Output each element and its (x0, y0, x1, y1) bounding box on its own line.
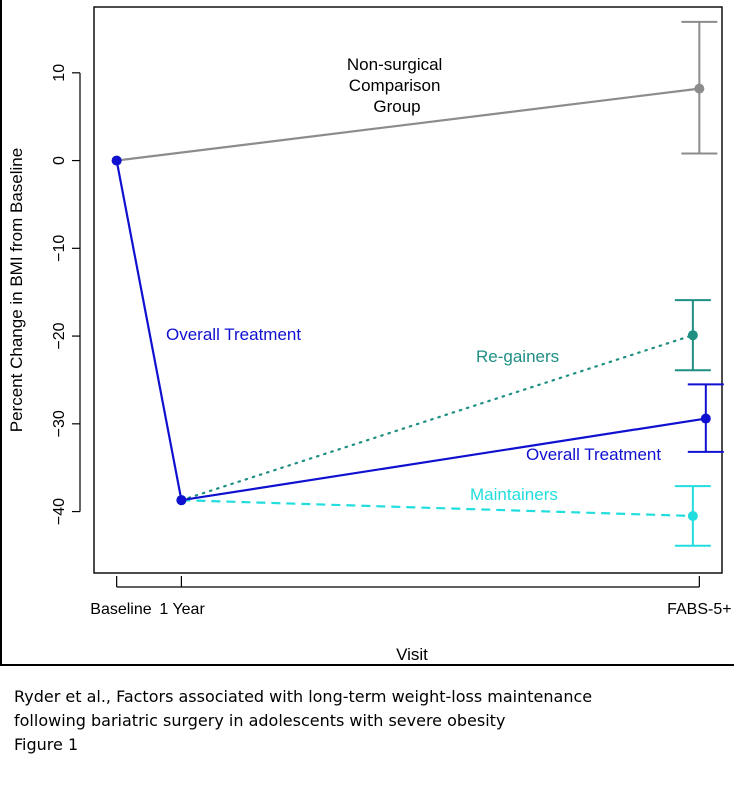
point-1-1 (176, 495, 187, 506)
series-line-3 (181, 499, 693, 518)
x-axis: Baseline 1 Year FABS-5+ (90, 576, 732, 618)
x-axis-title: Visit (396, 645, 428, 664)
point-1-0 (111, 155, 122, 166)
x-tick-label-1: 1 Year (159, 601, 205, 618)
caption-line-3: Figure 1 (14, 735, 79, 754)
y-tick-label-5: −40 (51, 498, 68, 525)
point-2-1 (687, 330, 698, 341)
series-line-2 (180, 334, 694, 502)
caption-line-1: Ryder et al., Factors associated with lo… (14, 687, 593, 706)
figure-caption: Ryder et al., Factors associated with lo… (14, 685, 714, 757)
point-0-1 (694, 83, 705, 94)
y-tick-label-1: 0 (51, 156, 68, 165)
caption-line-2: following bariatric surgery in adolescen… (14, 711, 506, 730)
chart: 10 0 −10 −20 −30 −40 Baseline 1 Year FABS-5+ Pe… (7, 6, 732, 664)
y-axis: 10 0 −10 −20 −30 −40 (51, 64, 81, 525)
figure-frame: 10 0 −10 −20 −30 −40 Baseline 1 Year FABS-5+ Pe… (0, 0, 734, 666)
nonsurgical-label-line-3: Group (373, 97, 420, 116)
nonsurgical-label: Non-surgical Comparison Group (347, 55, 447, 116)
plot-box (93, 6, 723, 574)
point-3-1 (687, 510, 698, 521)
y-tick-label-2: −10 (51, 235, 68, 262)
x-tick-label-2: FABS-5+ (667, 601, 731, 618)
point-1-2 (700, 413, 711, 424)
overall-treatment-annotation: Overall Treatment (166, 325, 301, 344)
nonsurgical-label-line-2: Comparison (349, 76, 441, 95)
y-tick-label-3: −20 (51, 322, 68, 349)
y-axis-title: Percent Change in BMI from Baseline (7, 148, 26, 432)
maintainers-label: Maintainers (470, 485, 558, 504)
y-tick-label-0: 10 (51, 64, 68, 82)
series-points (111, 83, 711, 521)
overall-treatment-label: Overall Treatment (526, 445, 661, 464)
nonsurgical-label-line-1: Non-surgical (347, 55, 442, 74)
regainers-label: Re-gainers (476, 347, 559, 366)
x-tick-label-0: Baseline (90, 601, 151, 618)
error-bars (674, 20, 724, 547)
series-line-0 (116, 87, 700, 162)
y-tick-label-4: −30 (51, 410, 68, 437)
